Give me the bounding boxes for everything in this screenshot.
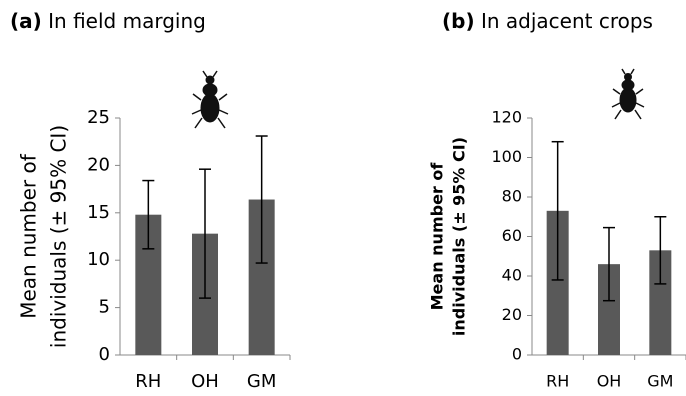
x-tick-label: RH [135, 371, 161, 392]
y-axis-label: individuals (± 95% CI) [450, 137, 469, 336]
y-tick-label: 80 [502, 187, 522, 206]
bar [598, 264, 620, 355]
panel-label: (a) [10, 9, 42, 33]
title-text: In field marging [48, 9, 206, 33]
y-tick-label: 100 [491, 147, 522, 166]
y-axis-label: individuals (± 95% CI) [47, 125, 71, 348]
error-bar [255, 135, 268, 264]
error-bar [603, 226, 615, 302]
y-tick-label: 15 [87, 202, 110, 223]
y-tick-label: 0 [512, 345, 522, 364]
x-tick-label: GM [647, 372, 673, 391]
y-tick-label: 10 [87, 249, 110, 270]
x-tick-label: OH [191, 371, 219, 392]
bar [546, 210, 569, 355]
beetle-icon [191, 70, 229, 129]
x-tick-label: OH [597, 372, 622, 391]
panel-label: (b) [442, 9, 475, 33]
bar [649, 250, 672, 355]
x-tick-label: GM [247, 371, 276, 392]
chart-title: (a) In field marging [10, 9, 206, 33]
error-bar [551, 140, 564, 281]
y-tick-label: 5 [99, 297, 110, 318]
beetle-icon [611, 68, 645, 120]
error-bar [199, 168, 211, 299]
y-tick-label: 25 [87, 107, 110, 128]
x-tick-label: RH [546, 372, 569, 391]
y-tick-label: 120 [491, 108, 522, 127]
error-bar [654, 216, 667, 285]
error-bar [142, 179, 155, 250]
y-tick-label: 20 [87, 154, 110, 175]
y-tick-label: 20 [502, 305, 522, 324]
y-tick-label: 60 [502, 226, 522, 245]
y-tick-label: 40 [502, 266, 522, 285]
y-axis-label: Mean number of [428, 162, 447, 311]
title-text: In adjacent crops [481, 9, 653, 33]
y-axis-label: Mean number of [17, 153, 41, 319]
chart-title: (b) In adjacent crops [442, 9, 653, 33]
y-tick-label: 0 [99, 344, 110, 365]
